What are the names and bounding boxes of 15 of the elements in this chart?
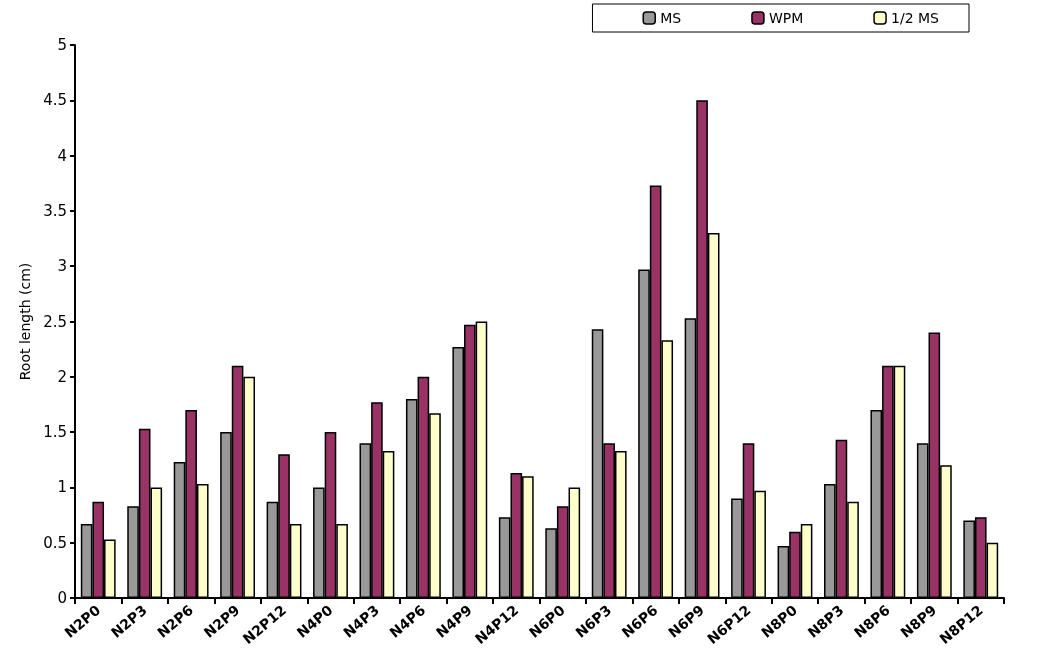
legend-label: MS bbox=[660, 10, 682, 26]
y-tick-label: 3 bbox=[57, 257, 67, 276]
y-tick-label: 2 bbox=[57, 367, 67, 386]
y-tick-label: 4.5 bbox=[43, 91, 67, 110]
y-tick-label: 1.5 bbox=[43, 423, 67, 442]
y-tick-label: 2.5 bbox=[43, 312, 67, 331]
y-tick-label: 5 bbox=[57, 36, 67, 54]
legend-label: WPM bbox=[768, 10, 804, 26]
legend-label: 1/2 MS bbox=[891, 10, 940, 26]
y-tick-label: 1 bbox=[57, 478, 67, 497]
y-tick-label: 0 bbox=[57, 589, 67, 607]
y-axis-title: Root length (cm) bbox=[17, 262, 34, 381]
y-tick-label: 0.5 bbox=[43, 533, 67, 552]
y-tick-label: 4 bbox=[57, 146, 67, 165]
y-tick-label: 3.5 bbox=[43, 201, 67, 220]
